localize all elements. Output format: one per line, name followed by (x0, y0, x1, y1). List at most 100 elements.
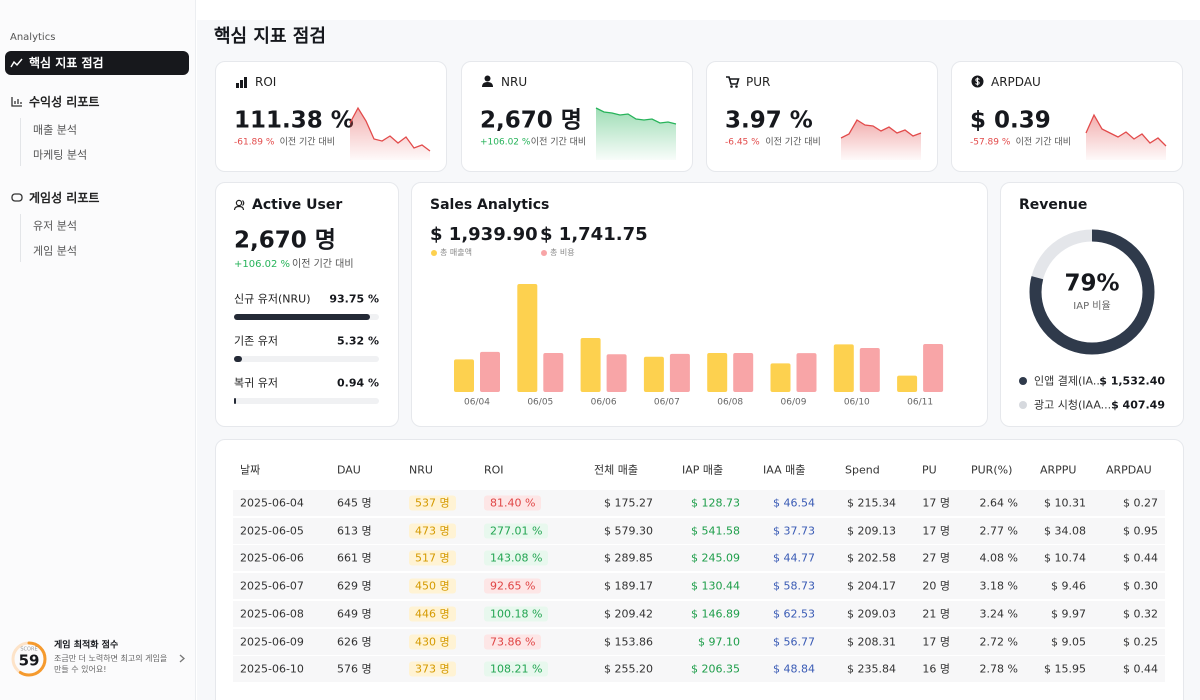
table-cell: $ 0.30 (1123, 579, 1158, 593)
kpi-change: +106.02 % (480, 137, 531, 148)
sparkline-line (595, 107, 677, 125)
column-header: ROI (484, 463, 504, 477)
table-cell: 17 명 (922, 496, 950, 510)
table-row (233, 545, 1165, 572)
sparkline-line (840, 119, 922, 139)
x-tick-label: 06/10 (844, 398, 870, 408)
active-user-compare: 이전 기간 대비 (292, 259, 354, 270)
bar (480, 351, 500, 392)
table-cell: $ 204.17 (847, 579, 896, 593)
table-cell: 629 명 (337, 579, 372, 593)
sidebar-brand: Analytics (10, 32, 56, 43)
donut-value: 79% (1064, 270, 1120, 297)
score-chevron (179, 654, 185, 663)
table-cell: $ 44.77 (773, 551, 815, 565)
legend-label: 총 비용 (550, 248, 575, 257)
share-bar (234, 398, 236, 404)
legend-label: 인앱 결제(IA... (1034, 374, 1104, 388)
kpi-sparkline (595, 107, 677, 160)
icon-bar (244, 77, 247, 88)
table-cell: 2025-06-05 (240, 524, 304, 538)
column-header: 날짜 (240, 463, 261, 477)
active-user-value: 2,670 명 (234, 227, 336, 254)
user-type-label: 복귀 유저 (234, 376, 278, 390)
sparkline-line (349, 106, 431, 152)
table-cell: $ 215.34 (847, 496, 896, 510)
table-row (233, 490, 1165, 516)
table-cell: 473 명 (409, 523, 456, 539)
table-cell: $ 128.73 (691, 496, 740, 510)
active-user-title: Active User (252, 197, 343, 213)
table-cell: $ 235.84 (847, 662, 896, 676)
table-cell: 92.65 % (484, 578, 542, 594)
gamepad-icon (11, 193, 23, 202)
share-bar (234, 356, 242, 362)
table-cell: 3.18 % (979, 579, 1018, 593)
kpi-icon (482, 75, 493, 87)
column-header: 전체 매출 (594, 463, 638, 477)
bar (897, 375, 918, 392)
table-cell: 2025-06-04 (240, 496, 304, 510)
kpi-icon (971, 75, 984, 88)
icon-body (233, 200, 245, 211)
sparkline-line (1085, 113, 1167, 147)
table-row (233, 600, 1165, 627)
table-cell: $ 0.44 (1123, 662, 1158, 676)
x-tick-label: 06/05 (527, 398, 553, 408)
table-cell: 576 명 (337, 662, 372, 676)
table-cell: 613 명 (337, 524, 372, 538)
nav-subitem-label: 게임 분석 (33, 244, 77, 258)
donut-label: IAP 비율 (1073, 301, 1111, 312)
table-cell: 450 명 (409, 578, 456, 594)
bar (707, 352, 728, 392)
column-header: IAP 매출 (682, 463, 724, 477)
sales-total: $ 1,939.90 (430, 224, 538, 245)
kpi-change: -61.89 % (234, 137, 275, 148)
revenue-title: Revenue (1019, 197, 1088, 213)
bar (606, 354, 627, 392)
table-cell: 645 명 (337, 496, 372, 510)
table-cell: 100.18 % (484, 606, 549, 622)
bar (643, 356, 664, 392)
table-cell: $ 15.95 (1044, 662, 1086, 676)
table-cell: 2.72 % (979, 635, 1018, 648)
sparkline-area (350, 108, 430, 160)
table-row (233, 517, 1165, 544)
active-user-icon (233, 199, 245, 211)
table-cell: 2025-06-08 (240, 607, 304, 621)
table-cell: 446 명 (409, 606, 456, 622)
score-caption: SCORE (20, 646, 38, 653)
score-value: 59 (18, 651, 40, 670)
bar (517, 284, 538, 392)
nav-item-label: 핵심 지표 점검 (29, 56, 104, 70)
table-cell: $ 9.05 (1051, 635, 1086, 648)
table-cell: 20 명 (922, 579, 950, 593)
x-tick-label: 06/07 (654, 398, 680, 408)
table-cell: 373 명 (409, 661, 456, 677)
table-row (233, 628, 1165, 655)
column-header: NRU (409, 463, 433, 477)
table-cell: 2025-06-06 (240, 551, 304, 565)
table-cell: $ 208.31 (847, 635, 896, 648)
nav-item-active[interactable] (5, 51, 189, 75)
revenue-donut (1029, 229, 1155, 355)
nav-icon (10, 58, 23, 68)
table-cell: $ 56.77 (773, 635, 815, 648)
table-cell: $ 245.09 (691, 551, 740, 565)
bar (669, 353, 690, 392)
table-cell: $ 48.84 (773, 662, 815, 676)
table-cell: 143.08 % (484, 550, 549, 566)
column-header: PU (922, 463, 937, 477)
table-cell: 277.01 % (484, 523, 549, 539)
x-tick-label: 06/06 (591, 398, 617, 408)
table-cell: 2.78 % (979, 662, 1018, 676)
icon-dollar (975, 77, 980, 86)
sparkline-area (1086, 115, 1166, 160)
x-tick-label: 06/11 (907, 398, 933, 408)
table-cell: $ 97.10 (698, 635, 740, 648)
bar (833, 344, 854, 392)
table-cell: 2.64 % (979, 496, 1018, 510)
table-cell: 17 명 (922, 524, 950, 538)
table-cell: 73.86 % (484, 634, 542, 649)
